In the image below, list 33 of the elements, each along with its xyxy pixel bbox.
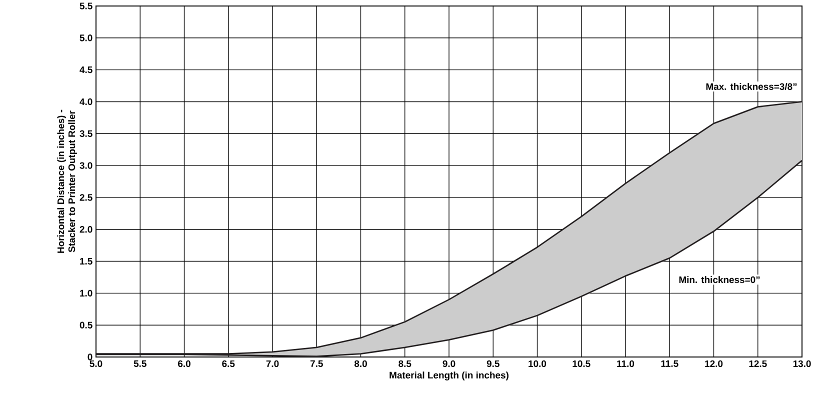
annotation: Min. thickness=0”	[679, 276, 760, 284]
x-tick-label: 12.5	[749, 360, 767, 368]
y-tick-label: 2.5	[80, 194, 92, 201]
x-axis-title: Material Length (in inches)	[390, 372, 508, 380]
x-tick-label: 9.0	[442, 360, 456, 368]
y-tick-label: 4.5	[80, 66, 92, 74]
y-tick-label: 0.5	[80, 322, 92, 328]
x-tick-label: 6.5	[222, 360, 235, 368]
y-tick-label: 5.5	[80, 2, 92, 10]
y-tick-label: 1.5	[80, 258, 92, 265]
y-tick-label: 0	[88, 354, 92, 360]
y-tick-label: 3.0	[80, 162, 92, 169]
x-tick-label: 10.5	[572, 360, 590, 368]
x-tick-label: 13.0	[793, 360, 811, 368]
x-tick-label: 7.0	[266, 360, 279, 368]
x-tick-label: 10.0	[528, 360, 546, 368]
y-tick-label: 1.0	[80, 290, 92, 297]
x-tick-label: 11.0	[617, 360, 634, 368]
x-tick-label: 9.5	[486, 360, 500, 368]
y-axis-title: Horizontal Distance (in inches) - Stacker to Printer Output Roller	[57, 110, 77, 253]
y-tick-label: 5.0	[80, 34, 92, 42]
annotation: Max. thickness=3/8”	[706, 82, 797, 90]
x-tick-label: 8.0	[354, 360, 367, 368]
x-tick-label: 8.5	[398, 360, 412, 368]
y-tick-label: 4.0	[80, 98, 92, 106]
x-tick-label: 7.5	[310, 360, 323, 367]
x-tick-label: 12.0	[705, 360, 723, 368]
x-tick-label: 5.5	[134, 360, 146, 367]
x-tick-label: 11.5	[661, 360, 678, 367]
x-tick-label: 6.0	[178, 360, 190, 368]
y-tick-label: 3.5	[80, 130, 92, 137]
y-tick-label: 2.0	[80, 226, 92, 233]
x-tick-label: 5.0	[90, 360, 102, 368]
